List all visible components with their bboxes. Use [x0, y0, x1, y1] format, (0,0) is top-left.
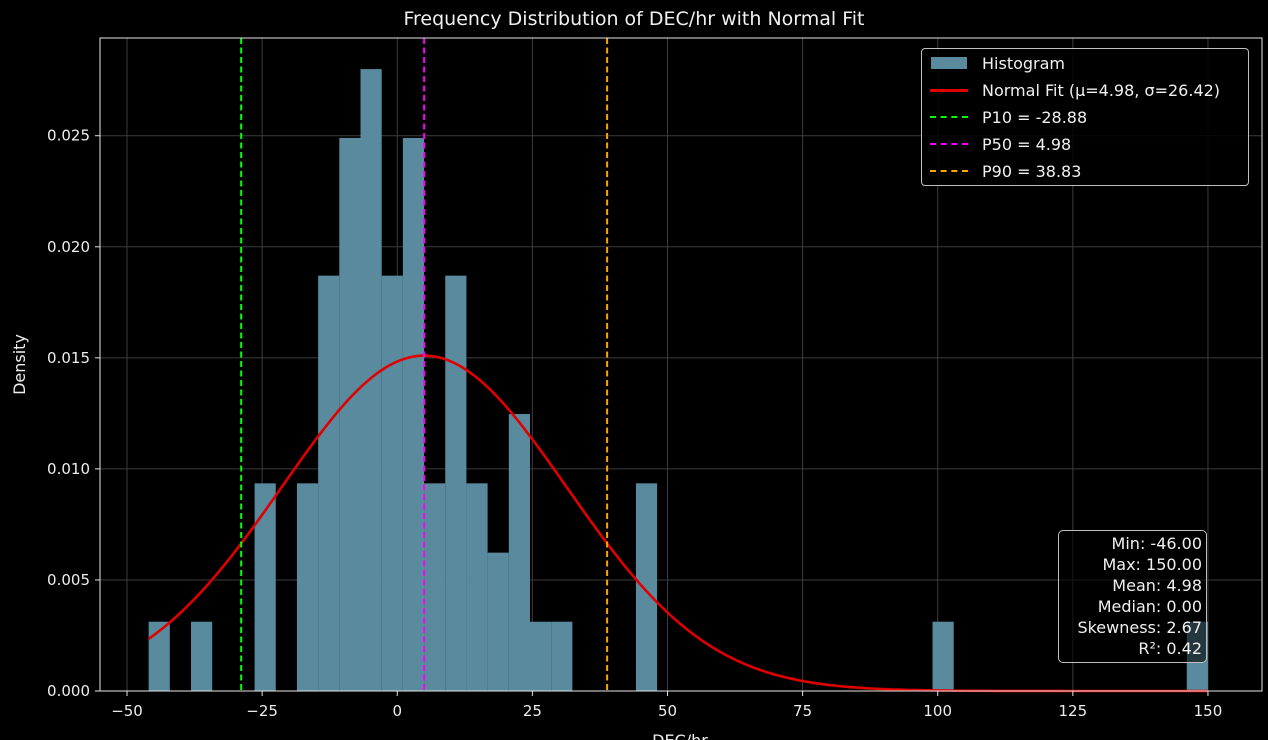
legend-swatch-p50	[930, 136, 968, 152]
legend-label-p90: P90 = 38.83	[982, 161, 1082, 181]
histogram-bar	[635, 483, 658, 691]
histogram-bar	[191, 621, 213, 691]
x-tick-label: 100	[923, 702, 952, 720]
stat-max: Max: 150.00	[1102, 555, 1202, 574]
histogram-bar	[424, 483, 446, 691]
histogram-bar	[402, 137, 425, 691]
histogram-bar	[508, 414, 530, 691]
legend-label-p10: P10 = -28.88	[982, 107, 1088, 127]
histogram-bar	[932, 621, 954, 691]
legend-item-normal-fit: Normal Fit (μ=4.98, σ=26.42)	[930, 78, 1220, 102]
histogram-bar	[296, 483, 319, 691]
histogram-bar	[381, 275, 403, 691]
stat-skewness: Skewness: 2.67	[1077, 618, 1202, 637]
y-tick-label: 0.015	[47, 349, 90, 367]
y-tick-label: 0.005	[47, 571, 90, 589]
legend-swatch-histogram	[930, 55, 968, 71]
histogram-bar	[445, 275, 467, 691]
x-tick-label: −50	[111, 702, 143, 720]
legend-label-histogram: Histogram	[982, 53, 1065, 73]
stat-r-squared: R²: 0.42	[1138, 639, 1202, 658]
y-tick-label: 0.010	[47, 460, 90, 478]
histogram-bar	[254, 483, 276, 691]
x-tick-label: 125	[1059, 702, 1088, 720]
histogram-bar	[339, 137, 361, 691]
legend-item-p10: P10 = -28.88	[930, 105, 1087, 129]
legend-item-histogram: Histogram	[930, 51, 1065, 75]
x-tick-label: −25	[246, 702, 278, 720]
histogram-bar	[551, 621, 573, 691]
y-tick-label: 0.025	[47, 127, 90, 145]
stat-mean: Mean: 4.98	[1112, 576, 1202, 595]
legend-item-p50: P50 = 4.98	[930, 132, 1071, 156]
x-tick-label: 75	[793, 702, 812, 720]
histogram-bar	[487, 552, 509, 691]
plot-frame	[99, 37, 1263, 692]
y-tick-label: 0.000	[47, 682, 90, 700]
x-tick-label: 150	[1194, 702, 1223, 720]
x-axis-label: DEC/hr	[652, 731, 708, 740]
histogram-bar	[529, 621, 552, 691]
chart-title: Frequency Distribution of DEC/hr with No…	[403, 8, 865, 30]
legend-label-normal-fit: Normal Fit (μ=4.98, σ=26.42)	[982, 80, 1221, 100]
histogram-bar	[318, 275, 340, 691]
legend-item-p90: P90 = 38.83	[930, 159, 1081, 183]
x-tick-label: 25	[523, 702, 542, 720]
x-tick-label: 0	[392, 702, 402, 720]
chart-legend: Histogram Normal Fit (μ=4.98, σ=26.42) P…	[921, 48, 1249, 186]
histogram-bar	[148, 621, 170, 691]
x-tick-label: 50	[658, 702, 677, 720]
legend-swatch-normal-fit	[930, 82, 968, 98]
legend-swatch-p10	[930, 109, 968, 125]
stat-median: Median: 0.00	[1097, 597, 1202, 616]
histogram-bar	[466, 483, 488, 691]
y-tick-label: 0.020	[47, 238, 90, 256]
histogram-bar	[360, 69, 382, 692]
legend-swatch-p90	[930, 163, 968, 179]
stat-min: Min: -46.00	[1111, 534, 1202, 553]
y-axis-label: Density	[10, 334, 29, 395]
stats-box: Min: -46.00 Max: 150.00 Mean: 4.98 Media…	[1058, 530, 1207, 663]
legend-label-p50: P50 = 4.98	[982, 134, 1072, 154]
